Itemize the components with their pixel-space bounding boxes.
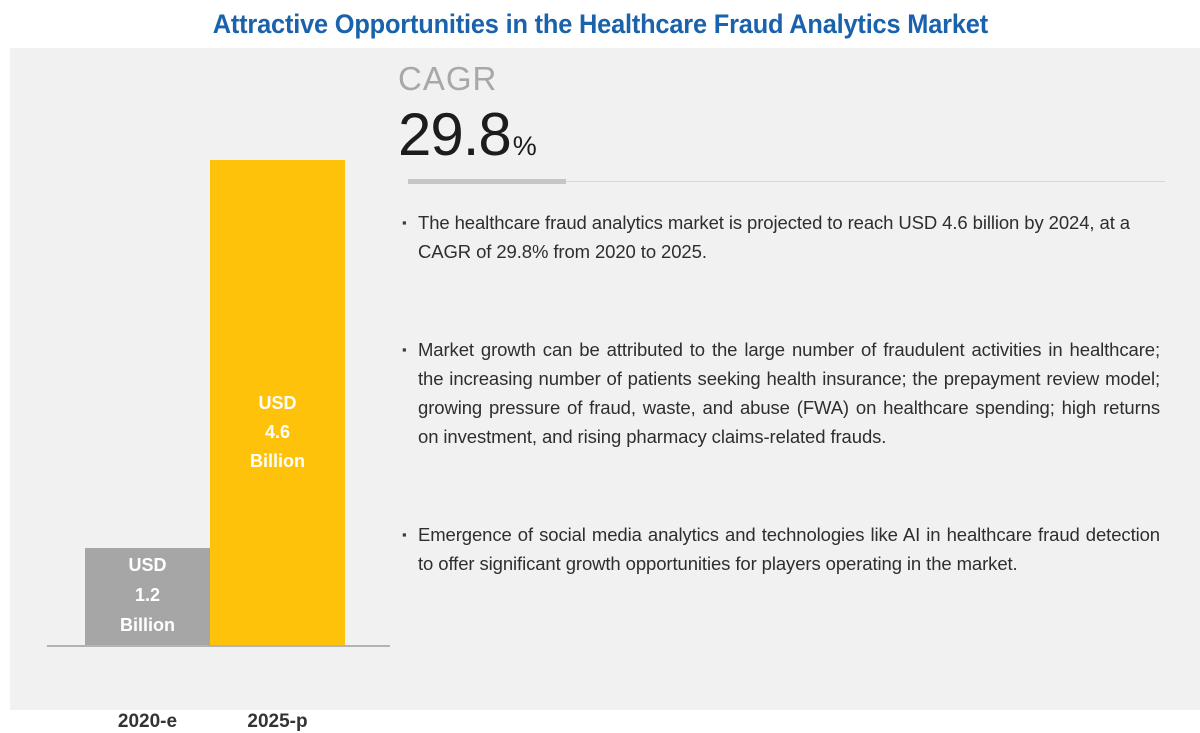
list-item: ▪ Market growth can be attributed to the…	[400, 335, 1160, 451]
bar-2020-scale: Billion	[120, 615, 175, 635]
bullet-text-2: Market growth can be attributed to the l…	[418, 339, 1160, 447]
infographic-panel: USD 1.2 Billion USD 4.6 Billion 2020-e 2…	[10, 48, 1200, 732]
bullet-square-icon: ▪	[402, 527, 407, 542]
cagr-label: CAGR	[398, 60, 498, 97]
bar-2020-e: USD 1.2 Billion	[85, 548, 210, 645]
cagr-value: 29.8	[398, 101, 512, 168]
bar-2025-scale: Billion	[250, 451, 305, 471]
bullet-list: ▪ The healthcare fraud analytics market …	[400, 208, 1160, 578]
list-item: ▪ The healthcare fraud analytics market …	[400, 208, 1160, 266]
section-divider	[408, 179, 1165, 184]
page-title-bar: Attractive Opportunities in the Healthca…	[0, 0, 1200, 48]
page-title: Attractive Opportunities in the Healthca…	[212, 8, 988, 39]
bar-2025-currency: USD	[258, 393, 297, 413]
bullet-text-3: Emergence of social media analytics and …	[418, 524, 1160, 574]
cagr-value-group: 29.8 %	[398, 100, 537, 169]
x-axis-label-2025-p: 2025-p	[247, 711, 308, 732]
divider-thin-line	[408, 181, 1165, 182]
bar-2020-currency: USD	[128, 555, 167, 575]
divider-thick-segment	[408, 179, 566, 184]
bar-2025-p: USD 4.6 Billion	[210, 160, 345, 645]
bar-2025-value: 4.6	[264, 422, 291, 442]
bullet-text-1: The healthcare fraud analytics market is…	[418, 212, 1130, 262]
content-column: CAGR 29.8 % ▪ The healthcare fraud analy…	[398, 48, 1200, 710]
cagr-percent-sign: %	[512, 131, 537, 161]
bullet-square-icon: ▪	[402, 342, 407, 357]
bar-2020-value: 1.2	[134, 585, 161, 605]
chart-x-axis-line	[47, 645, 390, 647]
chart-x-axis-labels: 2020-e 2025-p	[47, 656, 390, 732]
bar-chart: USD 1.2 Billion USD 4.6 Billion 2020-e 2…	[10, 48, 390, 732]
bullet-square-icon: ▪	[402, 215, 407, 230]
list-item: ▪ Emergence of social media analytics an…	[400, 520, 1160, 578]
x-axis-label-2020-e: 2020-e	[117, 711, 178, 732]
